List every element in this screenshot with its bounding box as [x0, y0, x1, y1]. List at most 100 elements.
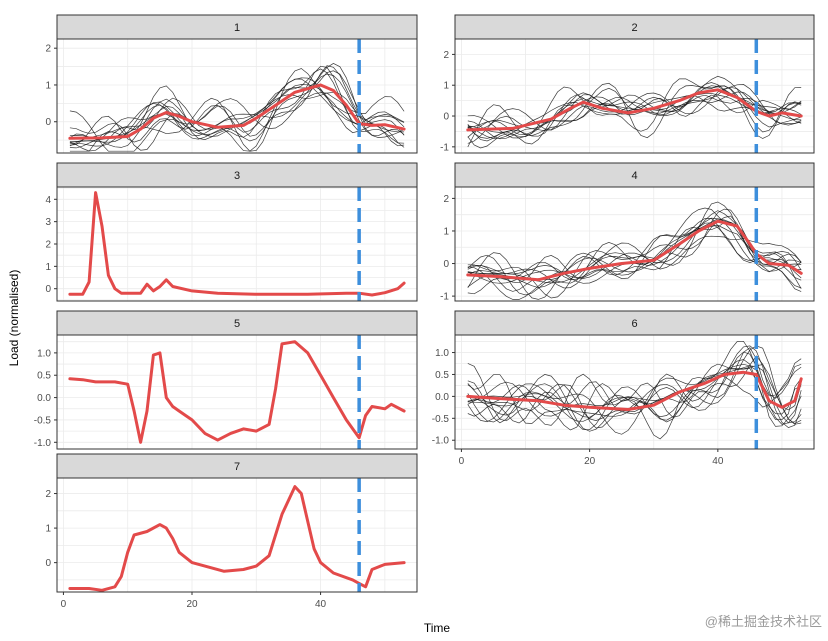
y-tick-label: 2 [45, 489, 51, 500]
centroid-line-3 [68, 191, 406, 297]
y-tick-label: 3 [45, 217, 51, 228]
y-tick-label: 0 [45, 284, 51, 295]
x-tick-label: 40 [712, 456, 724, 467]
member-series-line [467, 218, 802, 295]
y-tick-label: 0 [443, 259, 449, 270]
facet-strip-2 [454, 14, 815, 40]
gridlines-3 [57, 187, 417, 301]
y-tick-label: -1 [440, 142, 449, 153]
panel-border-1 [56, 38, 418, 154]
y-tick-label: 0 [45, 558, 51, 569]
facet-panel-4: 4 -1 0 1 2 [440, 162, 815, 303]
panel-border-2 [454, 38, 815, 154]
panel-border-7 [56, 477, 418, 593]
facet-strip-label-5: 5 [234, 318, 240, 330]
x-tick-label: 0 [459, 456, 465, 467]
y-tick-label: 2 [45, 240, 51, 251]
y-tick-label: 1.0 [37, 348, 51, 359]
member-series-line [467, 351, 802, 424]
y-tick-label: 0.0 [37, 393, 51, 404]
panel-border-6 [454, 334, 815, 450]
x-axis-title: Time [424, 621, 451, 635]
member-series-line [467, 91, 802, 140]
member-series-line [467, 224, 802, 300]
member-series-line [467, 94, 802, 139]
gridlines-7 [57, 478, 417, 592]
member-series-line [467, 82, 802, 135]
member-series-line [467, 364, 802, 424]
facet-strip-label-6: 6 [631, 318, 637, 330]
y-tick-label: 1 [45, 80, 51, 91]
member-series-line [467, 87, 802, 145]
facet-strip-label-3: 3 [234, 170, 240, 182]
y-tick-label: 1 [45, 262, 51, 273]
gridlines-1 [57, 39, 417, 153]
gridlines-5 [57, 335, 417, 449]
y-tick-label: -0.5 [432, 414, 450, 425]
facet-strip-4 [454, 162, 815, 188]
x-tick-label: 20 [186, 599, 198, 610]
plot-area-1 [57, 39, 417, 153]
facet-strip-label-4: 4 [631, 170, 637, 182]
member-series-line [69, 91, 405, 149]
y-tick-label: 1 [443, 226, 449, 237]
member-series-line [467, 363, 802, 420]
y-tick-label: 2 [443, 50, 449, 61]
y-tick-label: 0 [45, 117, 51, 128]
y-tick-label: 2 [45, 44, 51, 55]
y-tick-label: -1.0 [432, 436, 450, 447]
facet-panel-3: 3 0 1 2 3 4 [45, 162, 418, 302]
y-tick-label: 0.5 [435, 370, 449, 381]
facet-strip-5 [56, 310, 418, 336]
facet-strip-label-1: 1 [234, 22, 240, 34]
panel-border-5 [56, 334, 418, 450]
facet-panel-1: 1 0 1 2 [45, 14, 418, 154]
facet-panels: 1 0 1 2 2 -1 0 1 2 3 0 1 2 3 4 4 -1 0 1 2 5 -1.0 -0.5 0.0 0.5 1.0… [34, 14, 815, 610]
member-series-line [467, 86, 802, 144]
facet-strip-3 [56, 162, 418, 188]
centroid-line-2 [466, 88, 803, 132]
centroid-line-4 [466, 219, 803, 282]
y-tick-label: -1 [440, 292, 449, 303]
x-tick-label: 40 [315, 599, 327, 610]
centroid-line-5 [68, 340, 406, 444]
y-tick-label: -0.5 [34, 415, 52, 426]
member-series-line [69, 73, 405, 142]
facet-panel-2: 2 -1 0 1 2 [440, 14, 815, 154]
y-tick-label: 4 [45, 195, 51, 206]
member-series-line [467, 345, 802, 428]
y-tick-label: 0.0 [435, 392, 449, 403]
member-series-line [467, 217, 802, 284]
centroid-line-1 [68, 83, 406, 140]
member-series-line [467, 359, 802, 422]
facet-strip-label-7: 7 [234, 461, 240, 473]
y-axis-title: Load (normalised) [7, 270, 21, 367]
panel-border-4 [454, 186, 815, 302]
facet-strip-1 [56, 14, 418, 40]
y-tick-label: 1.0 [435, 348, 449, 359]
y-tick-label: 1 [45, 524, 51, 535]
member-series-line [69, 68, 405, 147]
member-series-line [69, 65, 405, 151]
facet-strip-label-2: 2 [631, 22, 637, 34]
watermark: @稀土掘金技术社区 [705, 614, 822, 629]
y-tick-label: 2 [443, 194, 449, 205]
plot-area-4 [455, 187, 814, 301]
facet-panel-5: 5 -1.0 -0.5 0.0 0.5 1.0 [34, 310, 418, 450]
member-series-line [69, 70, 405, 152]
member-series-line [467, 75, 802, 139]
facet-strip-7 [56, 453, 418, 479]
member-series-line [467, 82, 802, 148]
y-tick-label: 0 [443, 112, 449, 123]
centroid-line-7 [68, 485, 406, 592]
x-tick-label: 0 [61, 599, 67, 610]
member-lines-2 [467, 75, 802, 149]
facet-panel-6: 6 -1.0 -0.5 0.0 0.5 1.0 0 20 40 [432, 310, 815, 467]
x-tick-label: 20 [584, 456, 596, 467]
y-tick-label: 1 [443, 81, 449, 92]
plot-area-7 [57, 478, 417, 592]
y-tick-label: -1.0 [34, 438, 52, 449]
centroid-line-6 [466, 370, 803, 411]
